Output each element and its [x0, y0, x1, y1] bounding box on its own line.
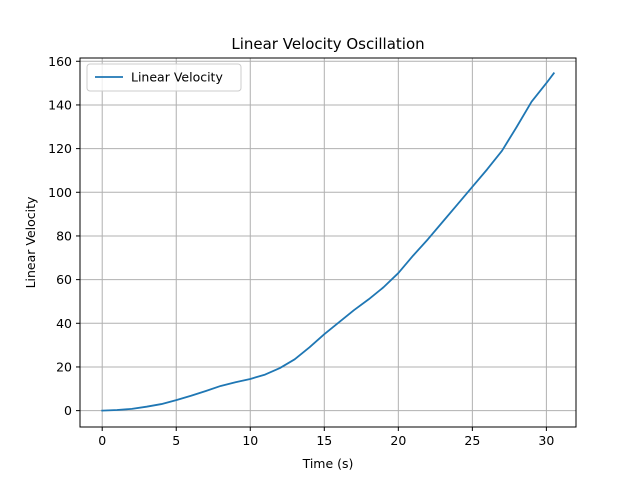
x-axis-label: Time (s): [302, 456, 354, 471]
x-grid-lines: [101, 58, 547, 427]
y-tick-label: 160: [48, 54, 72, 69]
x-tick-label: 20: [390, 433, 406, 448]
y-tick-label: 60: [56, 272, 72, 287]
legend-box: [86, 63, 242, 92]
y-tick-label: 100: [48, 185, 72, 200]
y-tick-label: 80: [56, 228, 72, 243]
x-tick-label: 0: [98, 433, 106, 448]
y-axis-label: Linear Velocity: [23, 196, 38, 288]
y-tick-label: 40: [56, 316, 72, 331]
series-line-linear-velocity: [101, 72, 556, 412]
x-tick-label: 5: [172, 433, 180, 448]
y-tick-label: 0: [64, 403, 72, 418]
y-grid-lines: [80, 60, 576, 412]
y-tick-label: 140: [48, 97, 72, 112]
x-tick-label: 30: [538, 433, 554, 448]
x-tick-label: 25: [464, 433, 480, 448]
legend-label: Linear Velocity: [131, 70, 223, 85]
series-layer: [101, 72, 556, 412]
legend: Linear Velocity: [86, 63, 242, 92]
y-axis-ticks: 0 20 40 60 80 100 120 140 160: [48, 54, 80, 418]
chart-title: Linear Velocity Oscillation: [231, 35, 424, 53]
x-tick-label: 10: [242, 433, 258, 448]
y-tick-label: 20: [56, 359, 72, 374]
plot-area: [80, 58, 576, 427]
y-tick-label: 120: [48, 141, 72, 156]
x-tick-label: 15: [316, 433, 332, 448]
plot-frame: [79, 57, 577, 428]
x-axis-ticks: 0 5 10 15 20 25 30: [98, 427, 554, 448]
